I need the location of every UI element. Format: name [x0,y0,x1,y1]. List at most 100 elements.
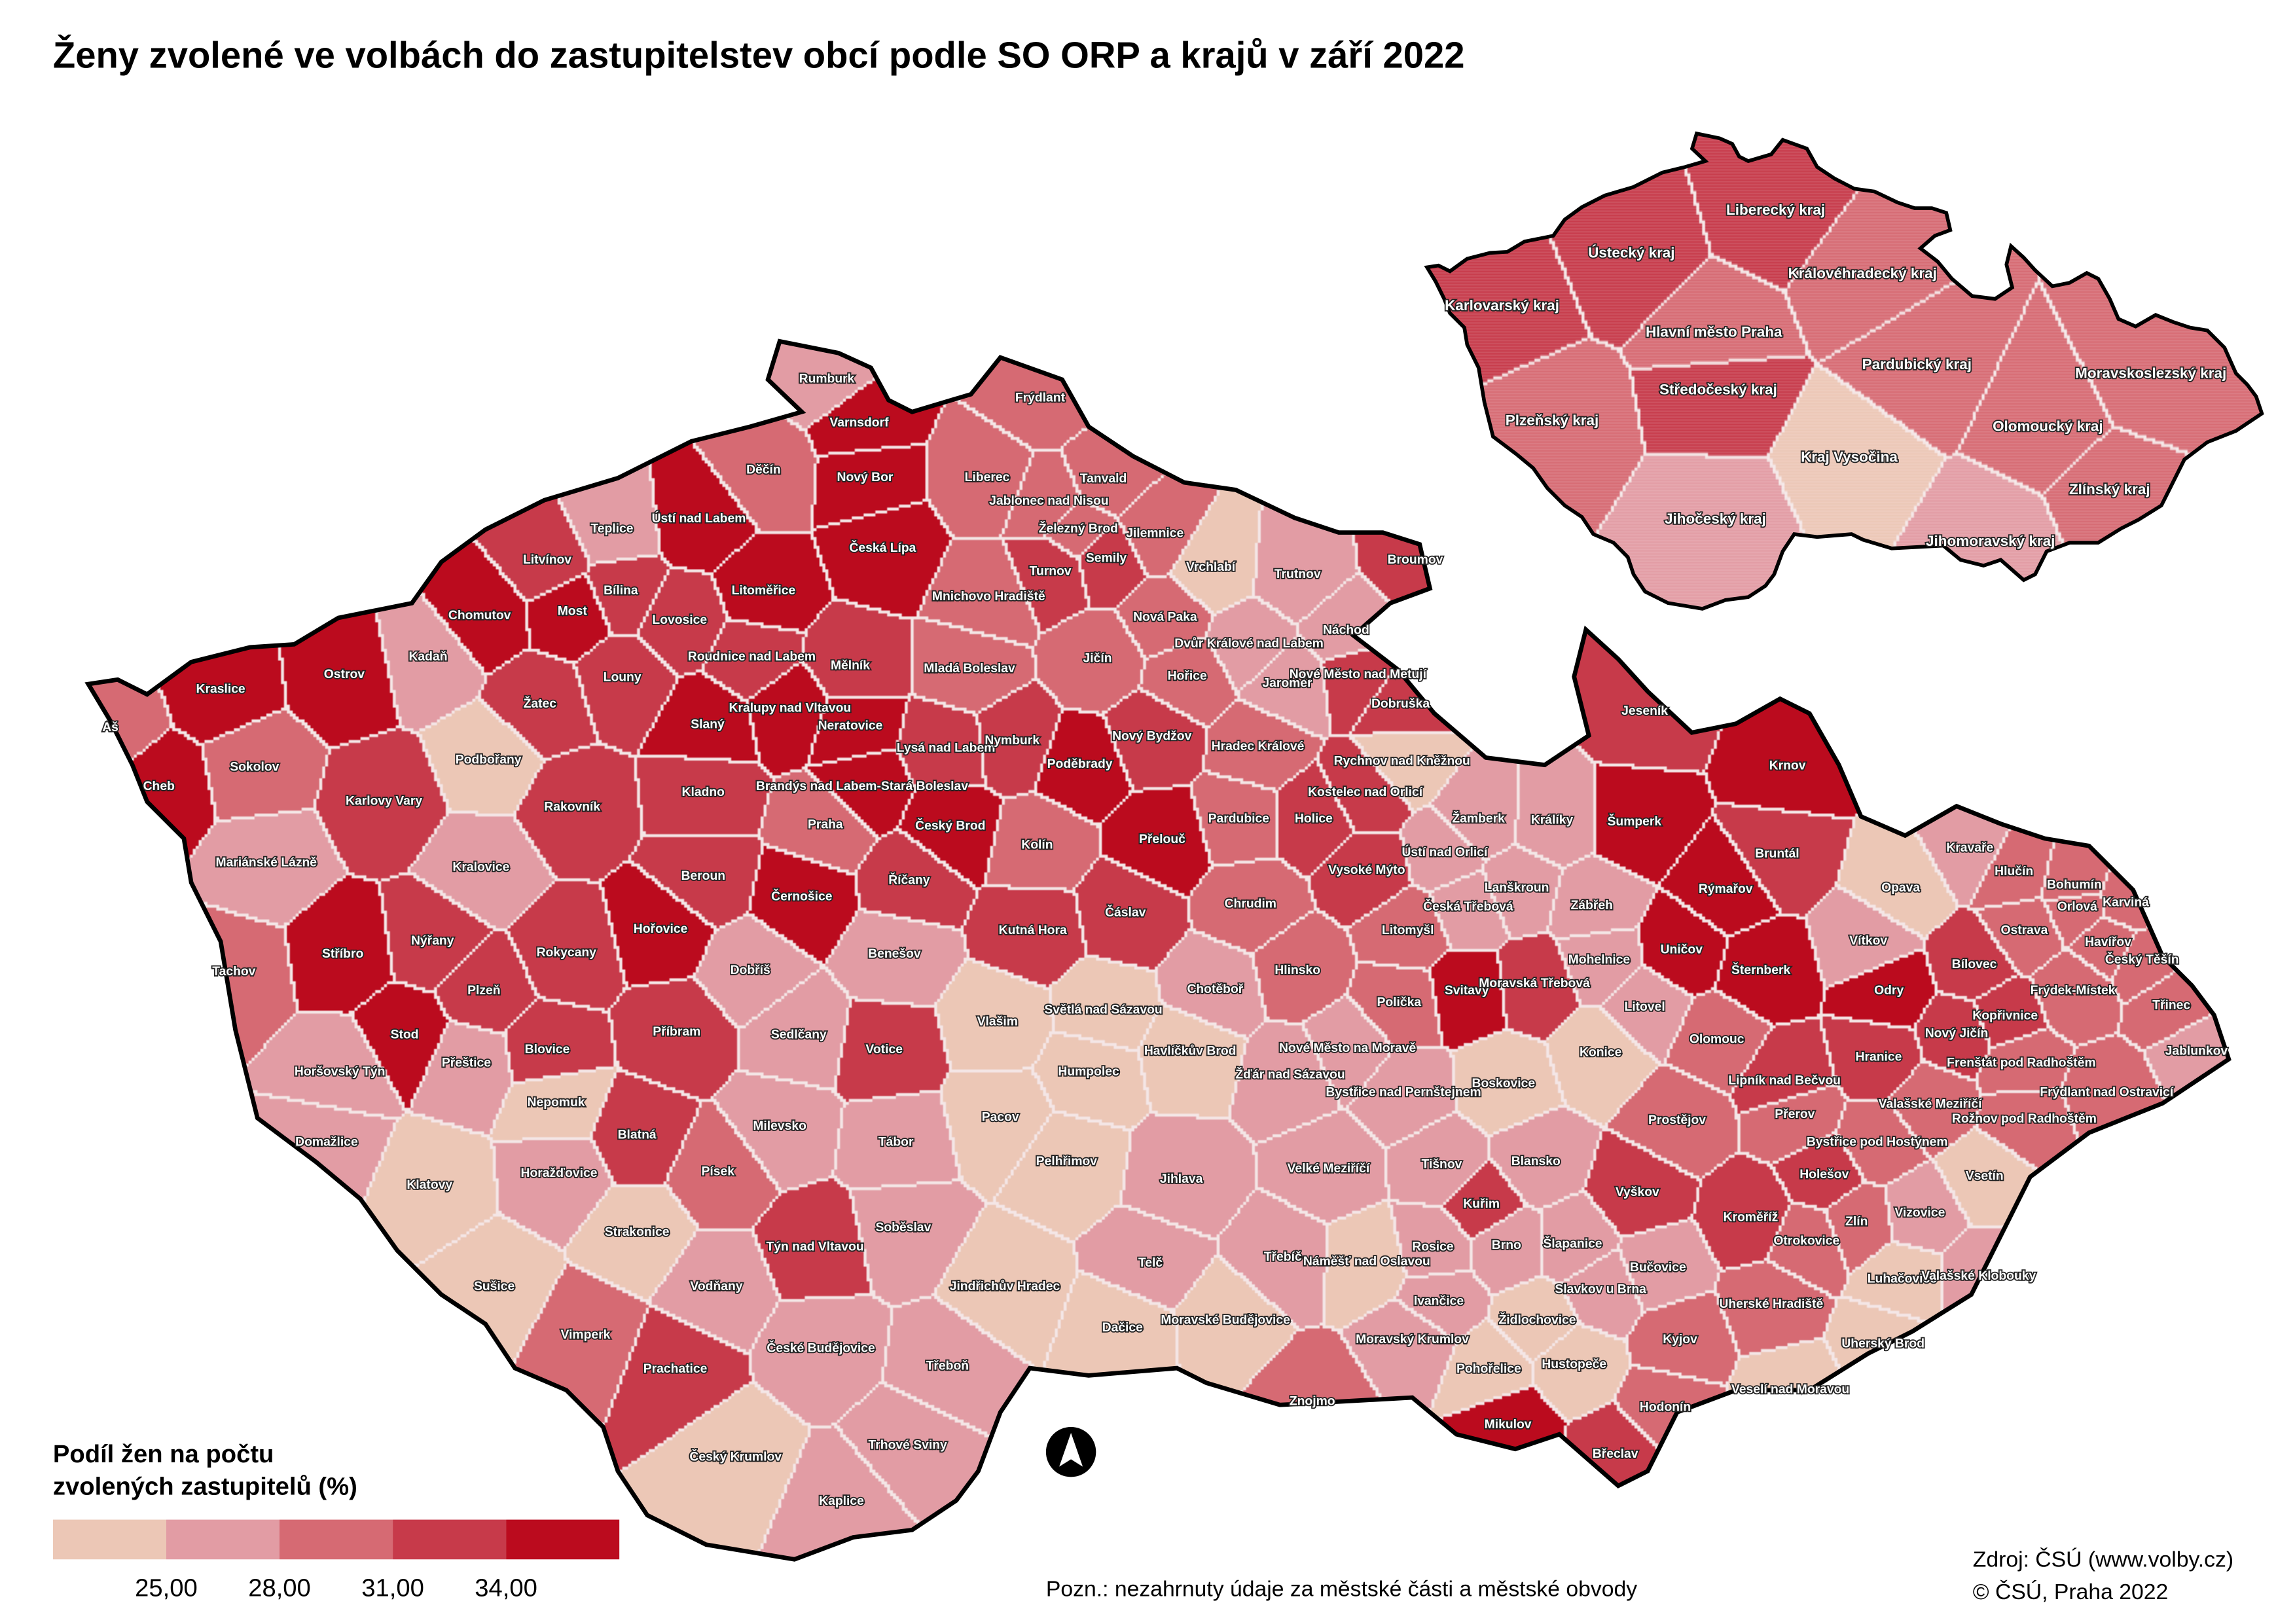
orp-label: Votice [865,1043,903,1056]
orp-label: Dobruška [1371,697,1430,711]
orp-label: Chomutov [448,609,511,623]
orp-label: Mladá Boleslav [924,662,1015,676]
orp-label: Karviná [2103,895,2149,909]
orp-label: Tábor [878,1136,914,1149]
orp-label: Mariánské Lázně [215,856,317,870]
orp-label: Znojmo [1290,1394,1335,1408]
orp-label: Semily [1086,552,1127,566]
orp-label: Hustopeče [1542,1358,1606,1371]
orp-label: Nepomuk [528,1096,585,1110]
orp-label: Kralovice [452,860,509,874]
orp-label: Nýřany [411,934,454,948]
orp-label: Uherský Brod [1841,1337,1925,1351]
orp-label: Žamberk [1452,810,1505,825]
orp-label: Černošice [771,888,833,903]
legend-swatch-3 [280,1519,393,1560]
orp-label: Nový Bor [837,471,894,484]
orp-label: Vimperk [561,1328,611,1342]
orp-label: Beroun [681,869,725,883]
legend-tick: 25,00 [135,1574,198,1602]
orp-label: Karlovy Vary [346,794,422,808]
orp-label: Rokycany [537,946,597,960]
orp-label: Kopřivnice [1972,1009,2038,1022]
orp-label: Kraslice [196,683,245,696]
orp-label: Konice [1580,1046,1622,1060]
orp-label: Světlá nad Sázavou [1044,1003,1162,1017]
orp-label: Nový Bydžov [1112,729,1192,743]
orp-label: Tišnov [1422,1157,1462,1171]
copyright-line: © ČSÚ, Praha 2022 [1972,1579,2169,1605]
orp-label: Bystřice nad Pernštejnem [1326,1085,1481,1099]
orp-label: Jeseník [1621,704,1668,718]
orp-label: Jihlava [1160,1172,1203,1186]
legend-tick: 31,00 [361,1574,424,1602]
orp-label: Blovice [525,1043,570,1056]
orp-label: Milevsko [753,1119,806,1133]
orp-label: České Budějovice [767,1339,875,1355]
orp-label: Náchod [1323,624,1369,638]
orp-label: Blatná [618,1128,657,1142]
orp-label: Brandýs nad Labem-Stará Boleslav [756,780,968,793]
orp-label: Slaný [691,717,725,731]
orp-label: Turnov [1030,565,1072,579]
orp-label: Ostrov [324,668,365,681]
orp-label: Nové Město nad Metují [1290,668,1427,681]
orp-label: Humpolec [1058,1065,1119,1079]
orp-label: Hlinsko [1274,964,1320,977]
orp-label: Otrokovice [1773,1234,1839,1248]
orp-label: Cheb [143,780,175,793]
country-outline-kraje-map [1424,131,2264,611]
orp-label: Plzeň [467,984,500,998]
orp-label: Hořice [1168,669,1207,683]
orp-label: Uničov [1661,943,1703,956]
orp-label: Kaplice [819,1494,864,1508]
orp-label: Český Brod [915,818,985,833]
orp-label: Roudnice nad Labem [688,650,816,664]
orp-label: Havlíčkův Brod [1144,1043,1237,1058]
orp-label: Třeboň [926,1359,969,1373]
orp-label: Nové Město na Moravě [1279,1041,1417,1055]
kraj-label: Jihomoravský kraj [1926,533,2055,549]
orp-label: Odry [1874,984,1904,998]
orp-label: Rýmařov [1699,882,1753,896]
orp-label: Tanvald [1080,472,1127,486]
orp-label: Telč [1138,1256,1163,1270]
orp-label: Opava [1881,881,1920,895]
orp-label: Orlová [2057,900,2097,914]
orp-label: Zlín [1845,1215,1868,1229]
orp-label: Holice [1295,812,1333,825]
orp-label: Bílina [604,584,638,598]
orp-label: Aš [102,721,118,734]
orp-label: Brno [1492,1238,1521,1252]
kraj-label: Moravskoslezský kraj [2075,365,2226,382]
orp-label: Bruntál [1755,847,1799,861]
orp-label: Rumburk [799,372,855,386]
kraj-label: Pardubický kraj [1862,356,1972,372]
orp-label: Vizovice [1894,1206,1945,1220]
orp-label: Frýdlant nad Ostravicí [2040,1085,2174,1099]
orp-label: Trhové Sviny [869,1439,947,1453]
orp-label: Žďár nad Sázavou [1235,1066,1345,1081]
orp-label: Kadaň [408,650,447,664]
orp-label: Valašské Klobouky [1921,1269,2036,1283]
orp-label: Chotěboř [1187,983,1243,996]
orp-label: Třebíč [1264,1250,1302,1264]
north-arrow-icon [1045,1426,1096,1477]
orp-label: Bučovice [1630,1261,1686,1274]
orp-label: Horšovský Týn [295,1065,385,1079]
orp-label: Vyškov [1616,1185,1659,1199]
orp-label: Bílovec [1952,958,1997,971]
orp-label: Nový Jičín [1925,1026,1989,1040]
kraj-label: Kraj Vysočina [1801,449,1898,465]
orp-label: Český Krumlov [689,1449,782,1464]
orp-label: Klatovy [407,1178,452,1192]
kraj-label: Středočeský kraj [1659,381,1777,397]
orp-label: Pacov [982,1111,1019,1125]
orp-label: Stod [391,1028,419,1042]
orp-label: Horažďovice [521,1166,598,1180]
orp-label: Litomyšl [1382,924,1434,937]
legend-tick: 28,00 [248,1574,311,1602]
orp-label: Veselí nad Moravou [1731,1382,1849,1396]
orp-label: Jičín [1083,651,1112,665]
orp-label: Nová Paka [1133,610,1197,624]
